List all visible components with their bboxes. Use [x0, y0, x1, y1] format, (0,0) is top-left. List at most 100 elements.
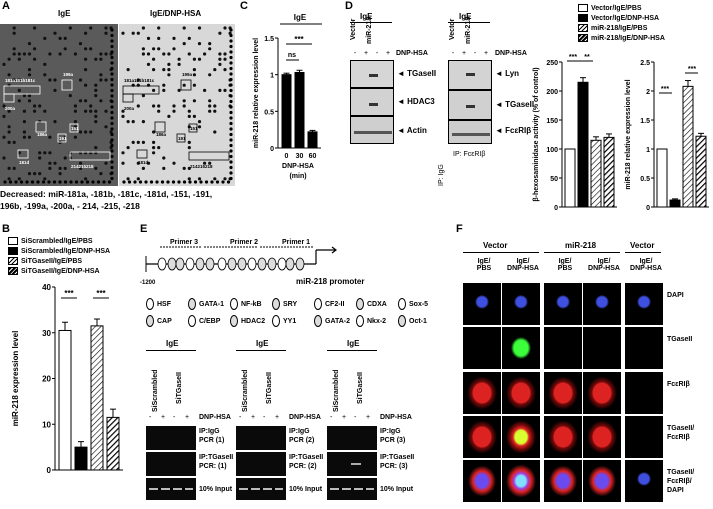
array-spot: [109, 130, 113, 134]
bar: [58, 329, 72, 471]
panel-label-d: D: [345, 0, 353, 12]
tf-legend-item: YY1: [272, 315, 296, 327]
array-spot: [172, 161, 176, 165]
tf-name: Oct-1: [409, 317, 427, 325]
array-spot: [94, 57, 98, 61]
array-spot: [133, 180, 137, 184]
fluorescence-cell: [583, 327, 621, 369]
array-spot: [110, 127, 114, 131]
array-spot: [22, 94, 26, 98]
fluorescence-cell: [544, 327, 582, 369]
array-spot: [17, 99, 21, 103]
pcr-blot-input: [327, 478, 377, 500]
tf-legend-item: GATA-1: [188, 298, 224, 310]
panel-d-legend: Vector/IgE/PBS Vector/IgE/DNP-HSA miR-21…: [578, 3, 665, 43]
d-ige-1: IgE: [360, 12, 373, 21]
array-spot: [17, 177, 21, 181]
fluorescence-cell: [583, 283, 621, 325]
position-label: -1200: [140, 280, 156, 286]
tf-legend-item: Oct-1: [398, 315, 427, 327]
array-box: [154, 121, 166, 133]
y-tick-label: 100: [546, 147, 558, 154]
pcr-input-label: 10% Input: [199, 486, 233, 493]
lane-vector: Vector: [350, 18, 357, 40]
array-spot: [110, 176, 114, 181]
fluorescence-cell: [463, 283, 501, 325]
array-box: [69, 123, 79, 133]
tf-icon: [188, 315, 196, 327]
array-spot: [110, 88, 114, 93]
pcr-pm: -: [239, 414, 242, 421]
array-spot: [149, 180, 154, 184]
array-spot: [94, 114, 98, 118]
array-spot: [94, 109, 98, 113]
array-spot: [53, 161, 57, 165]
array-label: 199a: [63, 72, 74, 77]
array-spot: [33, 47, 37, 51]
tf-icon: [272, 315, 280, 327]
y-tick-label: 2: [646, 89, 650, 96]
y-tick-label: 0: [554, 205, 558, 212]
array-spot: [136, 161, 140, 165]
array-spot: [213, 177, 217, 181]
bar: [106, 416, 120, 471]
y-axis-label: β-hexosaminidase activity (% of control): [533, 67, 540, 201]
array-spot: [78, 99, 83, 103]
f-header-line: IgE/: [639, 258, 653, 265]
pcr-dnp: DNP-HSA: [199, 414, 231, 421]
array-label: 214215218: [71, 164, 94, 169]
array-spot: [73, 135, 77, 139]
y-tick-label: 20: [42, 375, 51, 384]
array-spot: [7, 130, 11, 134]
array-spot: [43, 73, 47, 77]
array-spot: [94, 94, 98, 98]
array-spot: [7, 166, 11, 170]
panel-label-f: F: [456, 223, 463, 235]
array-spot: [229, 55, 233, 60]
array-spot: [33, 172, 37, 176]
pcr-pm: -: [330, 414, 333, 421]
array-spot: [104, 125, 108, 129]
pcr-sitgaseii: SiTGaseII: [357, 372, 364, 404]
fluorescence-cell: [625, 372, 663, 414]
f-column-header: IgE/DNP-HSA: [629, 258, 663, 272]
bar: [564, 148, 576, 208]
array-spot: [48, 151, 52, 155]
band-label-tgaseii-2: ◄ TGaseII: [495, 100, 535, 109]
array-spot: [22, 135, 26, 139]
pcr-blot-input: [146, 478, 196, 500]
array-spot: [136, 78, 140, 82]
array-spot: [25, 180, 29, 184]
array-spot: [78, 42, 83, 46]
array-spot: [22, 109, 26, 113]
pcr-siscrambled: SiScrambled: [333, 369, 340, 412]
band-label-fceri: ◄ FcεRIβ: [495, 126, 532, 135]
panel-c-header: IgE: [294, 13, 307, 22]
array-spot: [94, 83, 98, 87]
array-spot: [187, 114, 191, 118]
array-spot: [104, 26, 108, 30]
array-spot: [152, 104, 156, 108]
array-spot: [89, 47, 93, 51]
array-spot: [58, 166, 62, 170]
array-spot: [19, 180, 24, 184]
panel-c-chart: IgE 0 0.5 1 1.5 miR-218 relative expression l…: [253, 13, 322, 180]
array-spot: [58, 52, 62, 56]
tf-icon: [314, 298, 322, 310]
pcr-blot-tgaseii: [236, 452, 286, 476]
array-spot: [121, 161, 125, 165]
pcr-line: [236, 350, 286, 351]
tf-name: HDAC2: [241, 317, 266, 325]
array-spot: [162, 88, 166, 92]
array-spot: [27, 135, 32, 139]
array-spot: [110, 33, 114, 38]
tf-binding-site: [247, 257, 257, 271]
array-spot: [218, 52, 222, 56]
array-spot: [182, 99, 186, 103]
array-spot: [229, 116, 233, 120]
array-spot: [218, 57, 222, 61]
array-spot: [182, 26, 186, 30]
fluorescence-cell: [502, 327, 540, 369]
array-spot: [43, 62, 47, 66]
y-tick-label: 1: [270, 73, 274, 80]
